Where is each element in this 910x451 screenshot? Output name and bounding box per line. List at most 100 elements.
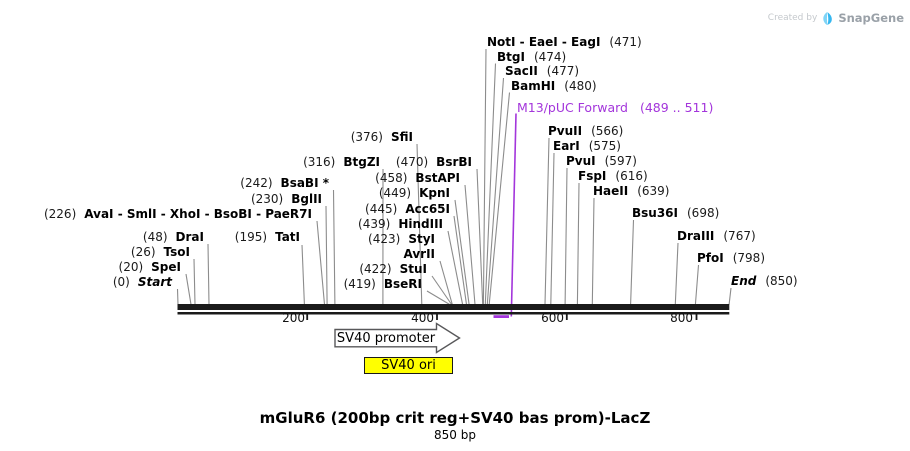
- site-acc65i[interactable]: (445) Acc65I: [365, 202, 450, 216]
- primer-site-bar[interactable]: [493, 315, 510, 318]
- site-pvuii[interactable]: PvuII (566): [548, 124, 623, 138]
- ruler-tick-600: [565, 313, 568, 320]
- site-name: NotI - EaeI - EagI: [487, 35, 601, 49]
- site-drai[interactable]: (48) DraI: [143, 230, 204, 244]
- site-hindiii[interactable]: (439) HindIII: [358, 217, 443, 231]
- site-position: (698): [687, 206, 720, 220]
- site-name: SfiI: [390, 130, 413, 144]
- site-position: (230): [250, 192, 284, 206]
- site-name: KpnI: [419, 186, 450, 200]
- site-kpni[interactable]: (449) KpnI: [379, 186, 450, 200]
- site-name: TsoI: [163, 245, 190, 259]
- site-position: (566): [591, 124, 624, 138]
- site-bsrbi[interactable]: (470) BsrBI: [396, 155, 472, 169]
- site-position: (20): [118, 260, 144, 274]
- title-block: mGluR6 (200bp crit reg+SV40 bas prom)-La…: [0, 409, 910, 442]
- site-name: AvaI - SmlI - XhoI - BsoBI - PaeR7I: [84, 207, 312, 221]
- site-name: SpeI: [151, 260, 181, 274]
- site-position: (477): [546, 64, 580, 78]
- sv40-promoter-arrow[interactable]: [334, 322, 461, 354]
- site-name: StyI: [408, 232, 435, 246]
- site-name: HaeII: [593, 184, 629, 198]
- site-name: SacII: [505, 64, 538, 78]
- site-pfoi[interactable]: PfoI (798): [697, 251, 765, 265]
- site-haeii[interactable]: HaeII (639): [593, 184, 670, 198]
- snapgene-logo-icon: [823, 11, 833, 25]
- site-eari[interactable]: EarI (575): [553, 139, 621, 153]
- site-draiii[interactable]: DraIII (767): [677, 229, 756, 243]
- site-sacii[interactable]: SacII (477): [505, 64, 579, 78]
- site-name: End: [731, 274, 757, 288]
- site-styi[interactable]: (423) StyI: [368, 232, 435, 246]
- site-btgzi[interactable]: (316) BtgZI: [303, 155, 380, 169]
- ruler-tick-200: [306, 313, 309, 320]
- site-bseri[interactable]: (419) BseRI: [344, 277, 422, 291]
- site-btgi[interactable]: BtgI (474): [497, 50, 566, 64]
- site-spei[interactable]: (20) SpeI: [119, 260, 181, 274]
- ruler-label-600: 600: [541, 311, 564, 325]
- ruler-tick-800: [695, 313, 698, 320]
- leader-lines: [176, 48, 732, 305]
- site-name: PvuII: [548, 124, 583, 138]
- primer-m13-puc-forward[interactable]: M13/pUC Forward (489 .. 511): [517, 101, 713, 115]
- site-bamhi[interactable]: BamHI (480): [511, 79, 597, 93]
- site-position: (850): [765, 274, 798, 288]
- site-fspi[interactable]: FspI (616): [578, 169, 648, 183]
- site-position: (423): [368, 232, 401, 246]
- sequence-bar-thin: [177, 312, 730, 315]
- site-name: BstAPI: [415, 171, 460, 185]
- site-position: (422): [359, 262, 392, 276]
- site-name: BseRI: [383, 277, 422, 291]
- site-name: BsaBI *: [280, 176, 329, 190]
- site-tati[interactable]: (195) TatI: [235, 230, 300, 244]
- site-avrii[interactable]: AvrII: [403, 247, 435, 261]
- site-name: PfoI: [697, 251, 724, 265]
- sv40-promoter-label[interactable]: SV40 promoter: [336, 331, 436, 346]
- site-position: (480): [564, 79, 597, 93]
- site-position: (798): [732, 251, 766, 265]
- site-stui[interactable]: (422) StuI: [359, 262, 427, 276]
- site-position: (195): [234, 230, 268, 244]
- site-bglii[interactable]: (230) BglII: [251, 192, 322, 206]
- site-position: (242): [240, 176, 273, 190]
- site-bsu36i[interactable]: Bsu36I (698): [632, 206, 719, 220]
- site-position: (471): [609, 35, 642, 49]
- created-by-text: Created by: [767, 13, 818, 23]
- snapgene-brand-text: SnapGene: [838, 11, 904, 25]
- site-noti-eaei-eagi[interactable]: NotI - EaeI - EagI (471): [487, 35, 642, 49]
- site-position: (226): [43, 207, 77, 221]
- site-name: HindIII: [398, 217, 443, 231]
- site-end[interactable]: End (850): [731, 274, 798, 288]
- site-start[interactable]: (0) Start: [113, 275, 172, 289]
- ruler-tick-400: [436, 313, 438, 320]
- site-position: (26): [130, 245, 156, 259]
- site-pvui[interactable]: PvuI (597): [566, 154, 637, 168]
- site-position: (439): [358, 217, 391, 231]
- ruler-label-800: 800: [670, 311, 693, 325]
- site-position: (458): [375, 171, 408, 185]
- site-name: Acc65I: [405, 202, 450, 216]
- site-name: EarI: [553, 139, 580, 153]
- site-position: (445): [365, 202, 398, 216]
- site-position: (474): [533, 50, 567, 64]
- site-name: AvrII: [403, 247, 435, 261]
- primer-range: (489 .. 511): [639, 100, 714, 115]
- site-position: (0): [112, 275, 130, 289]
- site-tsoi[interactable]: (26) TsoI: [131, 245, 190, 259]
- site-name: PvuI: [566, 154, 596, 168]
- sv40-ori-feature[interactable]: SV40 ori: [364, 357, 453, 374]
- site-sfii[interactable]: (376) SfiI: [351, 130, 413, 144]
- site-name: BtgI: [497, 50, 525, 64]
- site-avai-smli-xhoi-bsobi-paer7i[interactable]: (226) AvaI - SmlI - XhoI - BsoBI - PaeR7I: [44, 207, 312, 221]
- site-position: (419): [343, 277, 376, 291]
- ruler-label-400: 400: [411, 311, 434, 325]
- site-bsabi[interactable]: (242) BsaBI *: [240, 176, 329, 190]
- site-name: BglII: [291, 192, 322, 206]
- site-name: BamHI: [511, 79, 556, 93]
- site-position: (639): [637, 184, 670, 198]
- plasmid-title: mGluR6 (200bp crit reg+SV40 bas prom)-La…: [259, 409, 651, 427]
- site-position: (449): [378, 186, 412, 200]
- site-bstapi[interactable]: (458) BstAPI: [375, 171, 460, 185]
- site-position: (616): [615, 169, 648, 183]
